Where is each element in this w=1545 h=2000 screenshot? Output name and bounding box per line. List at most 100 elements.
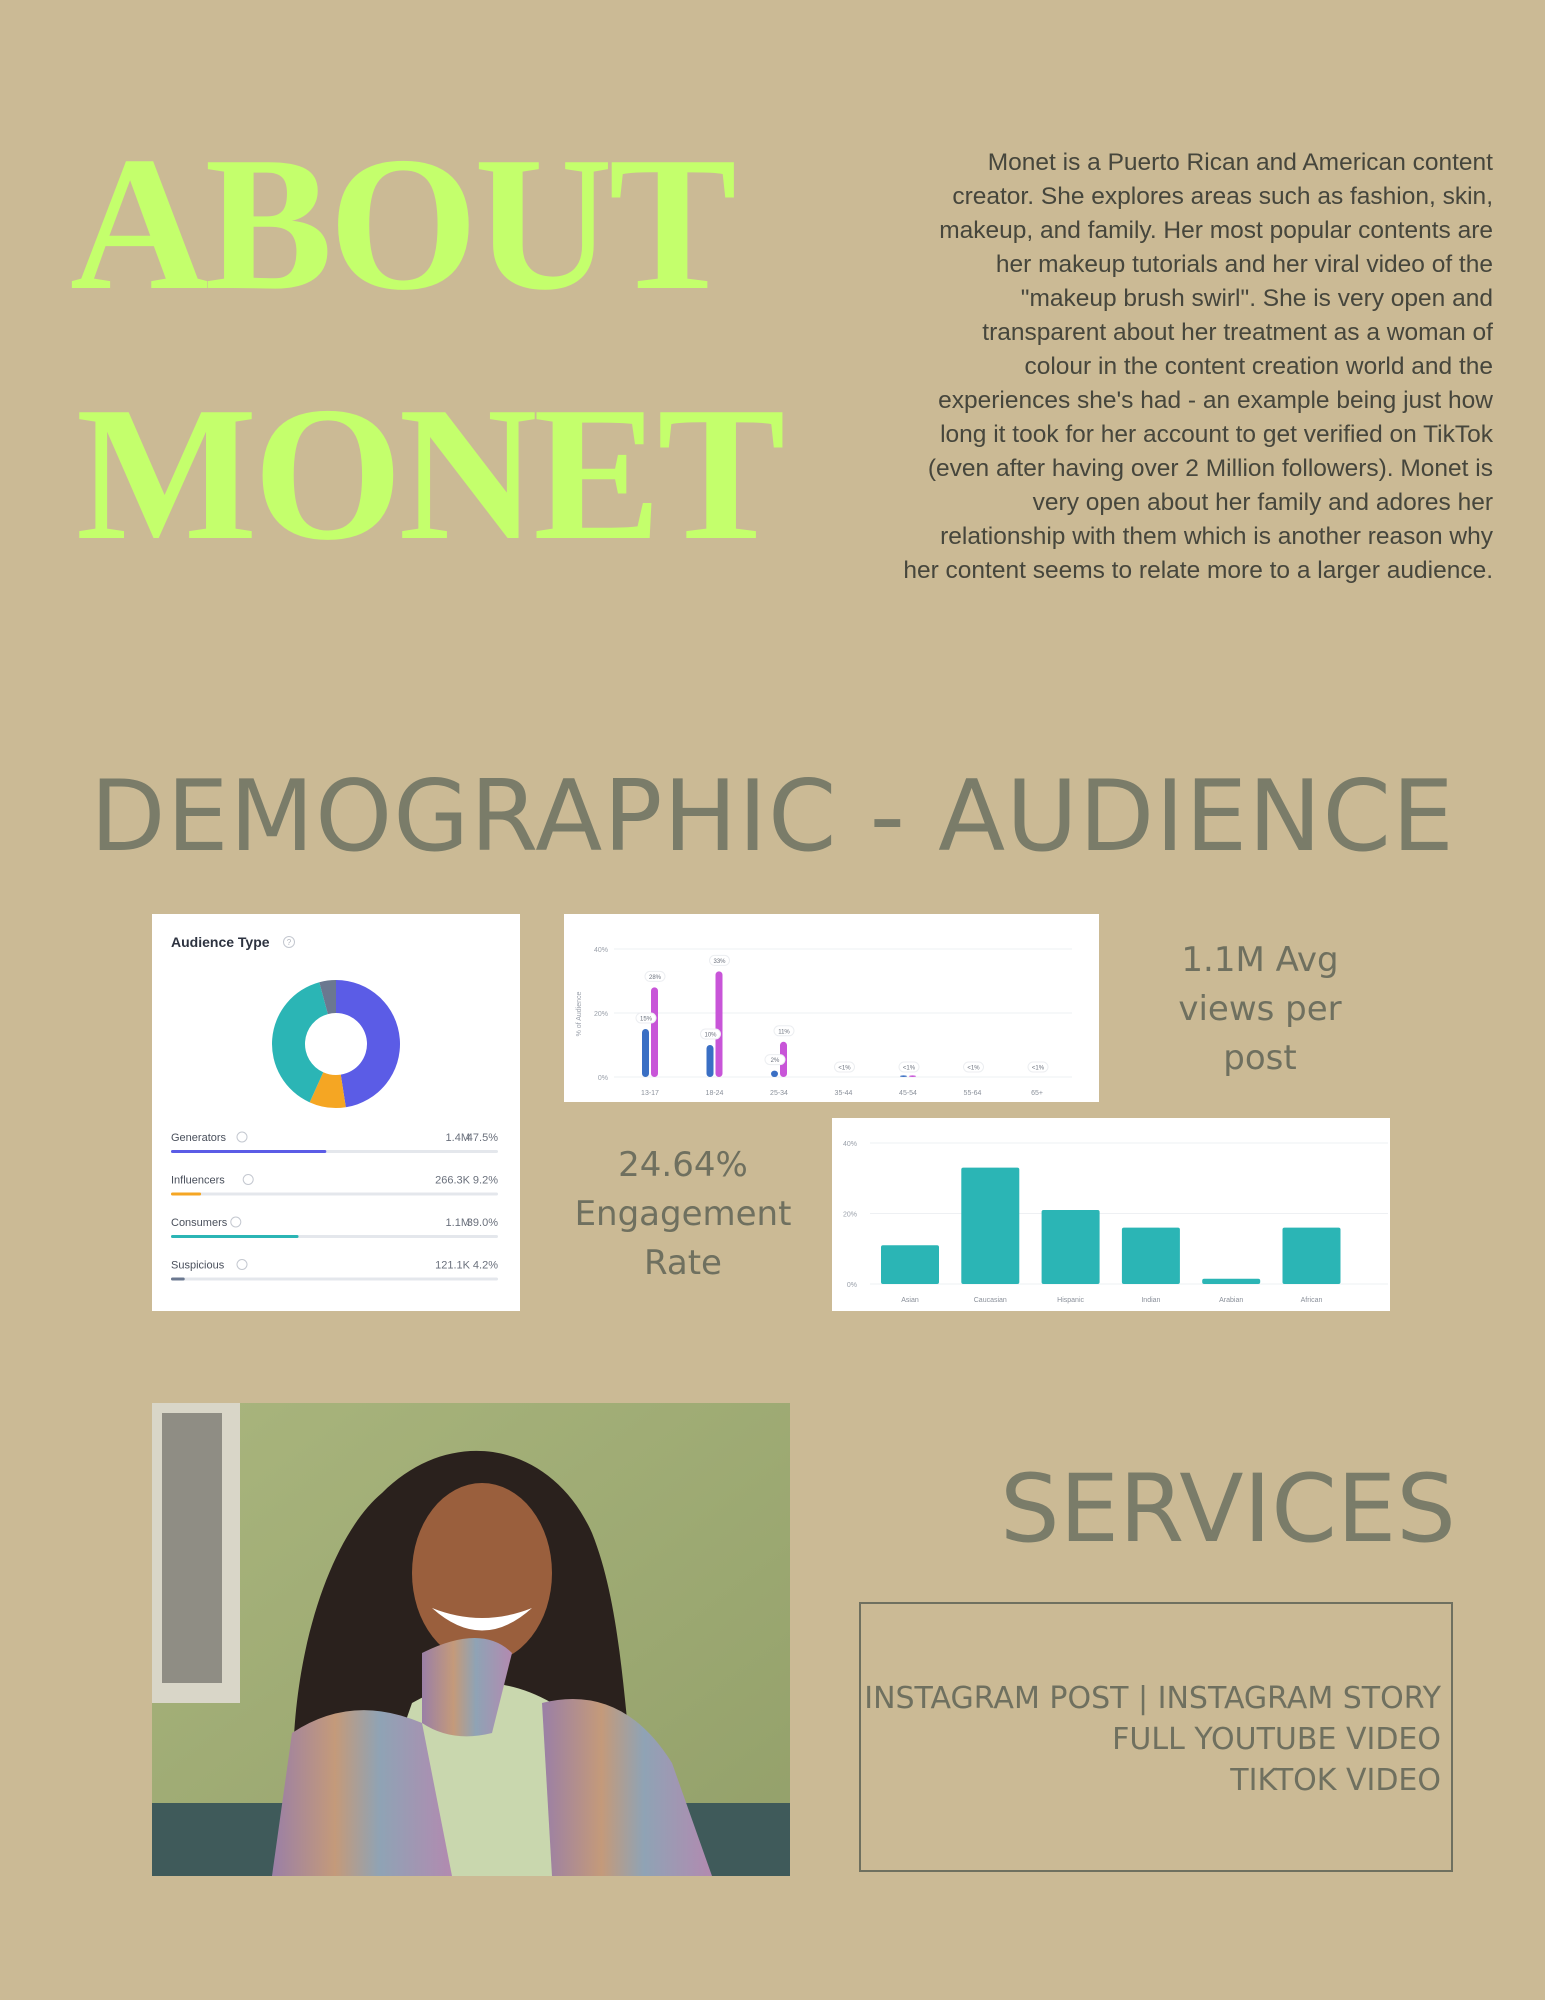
audience-row-percent: 39.0% — [467, 1217, 498, 1229]
data-label: 33% — [713, 959, 726, 965]
x-tick-label: 35-44 — [835, 1090, 853, 1097]
age-bar — [900, 1075, 907, 1077]
audience-row-count: 1.1M — [446, 1217, 470, 1229]
y-axis-label: % of Audience — [576, 992, 583, 1037]
demographic-title: DEMOGRAPHIC - AUDIENCE — [90, 760, 1455, 874]
data-label-pill — [764, 1054, 786, 1066]
age-bar — [642, 1029, 649, 1077]
data-label-pill — [700, 1028, 721, 1040]
audience-row-label: Suspicious — [171, 1260, 225, 1272]
x-tick-label: 55-64 — [964, 1090, 982, 1097]
data-label-pill — [834, 1061, 855, 1073]
about-title-line1: ABOUT — [70, 117, 737, 330]
data-label: 11% — [778, 1029, 790, 1035]
services-list: INSTAGRAM POST | INSTAGRAM STORY FULL YO… — [864, 1678, 1441, 1801]
donut-slice-suspicious — [319, 980, 336, 1015]
y-tick-label: 40% — [594, 947, 608, 954]
ethnicity-bar — [961, 1167, 1020, 1284]
data-label: <1% — [1032, 1066, 1045, 1072]
ethnicity-bar — [881, 1245, 939, 1284]
question-circle-icon[interactable] — [230, 1216, 242, 1228]
bio-line: colour in the content creation world and… — [1024, 353, 1493, 380]
bio-line: her makeup tutorials and her viral video… — [995, 251, 1493, 278]
data-label: 2% — [771, 1058, 780, 1064]
age-bar — [909, 1075, 916, 1077]
ethnicity-bar — [1121, 1227, 1180, 1284]
audience-row-count: 1.4M — [446, 1132, 470, 1144]
engagement-line: Engagement — [574, 1194, 792, 1234]
x-tick-label: 18-24 — [706, 1090, 724, 1097]
engagement-line: 24.64% — [618, 1145, 748, 1185]
service-item: FULL YOUTUBE VIDEO — [1112, 1722, 1441, 1757]
avg-views-line: views per — [1178, 989, 1342, 1029]
bio-line: experiences she's had - an example being… — [938, 387, 1493, 414]
age-distribution-card: 0% 20% 40% % of Audience 13-17 15% 28% 18-24 10%… — [564, 914, 1099, 1102]
ethnicity-card: 0% 20% 40% Asian Caucasian Hispanic Indian Arab… — [832, 1118, 1390, 1311]
data-label: <1% — [838, 1066, 851, 1072]
question-circle-icon[interactable] — [242, 1174, 254, 1185]
audience-row-fill — [171, 1277, 185, 1281]
avg-views-line: post — [1223, 1038, 1297, 1078]
bio-line: transparent about her treatment as a wom… — [982, 319, 1493, 346]
audience-type-chart: Audience Type ? Generators 47.5%1.4M Influ… — [171, 934, 498, 1281]
age-bar — [715, 971, 723, 1077]
age-distribution-chart: 0% 20% 40% % of Audience 13-17 15% 28% 18-24 10%… — [576, 947, 1072, 1097]
y-tick-label: 0% — [598, 1075, 608, 1082]
data-label: <1% — [903, 1066, 916, 1072]
bio-line: very open about her family and adores he… — [1032, 489, 1493, 516]
question-circle-icon[interactable] — [236, 1131, 248, 1143]
question-circle-shape — [230, 1216, 242, 1228]
avg-views-line: 1.1M Avg — [1181, 940, 1339, 980]
engagement-line: Rate — [644, 1243, 722, 1283]
data-label-pill — [709, 954, 730, 966]
data-label: 28% — [649, 975, 662, 981]
bio-line: relationship with them which is another … — [940, 523, 1493, 550]
x-tick-label: Arabian — [1219, 1297, 1243, 1304]
question-circle-icon[interactable]: ? — [283, 936, 295, 948]
y-tick-label: 20% — [843, 1212, 857, 1219]
data-label-pill — [1027, 1061, 1049, 1073]
bio-line: long it took for her account to get veri… — [940, 421, 1493, 448]
ethnicity-bar — [1282, 1227, 1341, 1284]
audience-row-label: Influencers — [171, 1175, 225, 1187]
bio-line: "makeup brush swirl". She is very open a… — [1020, 285, 1493, 312]
x-tick-label: 45-54 — [899, 1090, 917, 1097]
question-circle-icon[interactable] — [236, 1259, 248, 1270]
audience-row-track — [171, 1277, 498, 1281]
audience-type-title: Audience Type — [171, 934, 270, 950]
services-box: INSTAGRAM POST | INSTAGRAM STORY FULL YO… — [859, 1602, 1453, 1872]
donut-slice-generators — [336, 980, 401, 1108]
audience-row-percent: 47.5% — [467, 1132, 498, 1144]
bio-line: Monet is a Puerto Rican and American con… — [987, 149, 1493, 176]
data-label: 15% — [640, 1017, 653, 1023]
x-tick-label: Indian — [1141, 1297, 1160, 1304]
audience-row-percent: 9.2% — [473, 1175, 498, 1187]
about-title-line2: MONET — [76, 367, 785, 580]
data-label-pill — [963, 1061, 984, 1073]
bio-line: makeup, and family. Her most popular con… — [939, 217, 1493, 244]
x-tick-label: 25-34 — [770, 1090, 788, 1097]
audience-row-label: Consumers — [171, 1217, 228, 1229]
audience-row-count: 266.3K — [435, 1175, 471, 1187]
bio-line: creator. She explores areas such as fash… — [952, 183, 1493, 210]
data-label: <1% — [967, 1066, 980, 1072]
age-bar — [771, 1070, 778, 1077]
ethnicity-bar — [1041, 1209, 1100, 1284]
engagement-rate-stat: 24.64% Engagement Rate — [560, 1141, 806, 1288]
audience-row-fill — [171, 1150, 327, 1153]
audience-type-card: Audience Type ? Generators 47.5% 1.4M Influ… — [152, 914, 520, 1311]
audience-row-fill — [171, 1192, 202, 1196]
age-bar — [706, 1045, 714, 1077]
bio-line: her content seems to relate more to a la… — [903, 557, 1493, 584]
svg-text:?: ? — [287, 938, 292, 947]
data-label: 10% — [704, 1033, 717, 1039]
data-label-pill — [644, 970, 666, 982]
x-tick-label: Hispanic — [1057, 1297, 1084, 1304]
avg-views-stat: 1.1M Avg views per post — [1140, 936, 1380, 1083]
x-tick-label: African — [1301, 1297, 1323, 1304]
question-circle-shape — [242, 1174, 254, 1185]
audience-row-fill — [171, 1235, 299, 1238]
audience-row-percent: 4.2% — [473, 1260, 498, 1272]
y-tick-label: 40% — [843, 1141, 857, 1148]
data-label-pill — [635, 1012, 657, 1024]
